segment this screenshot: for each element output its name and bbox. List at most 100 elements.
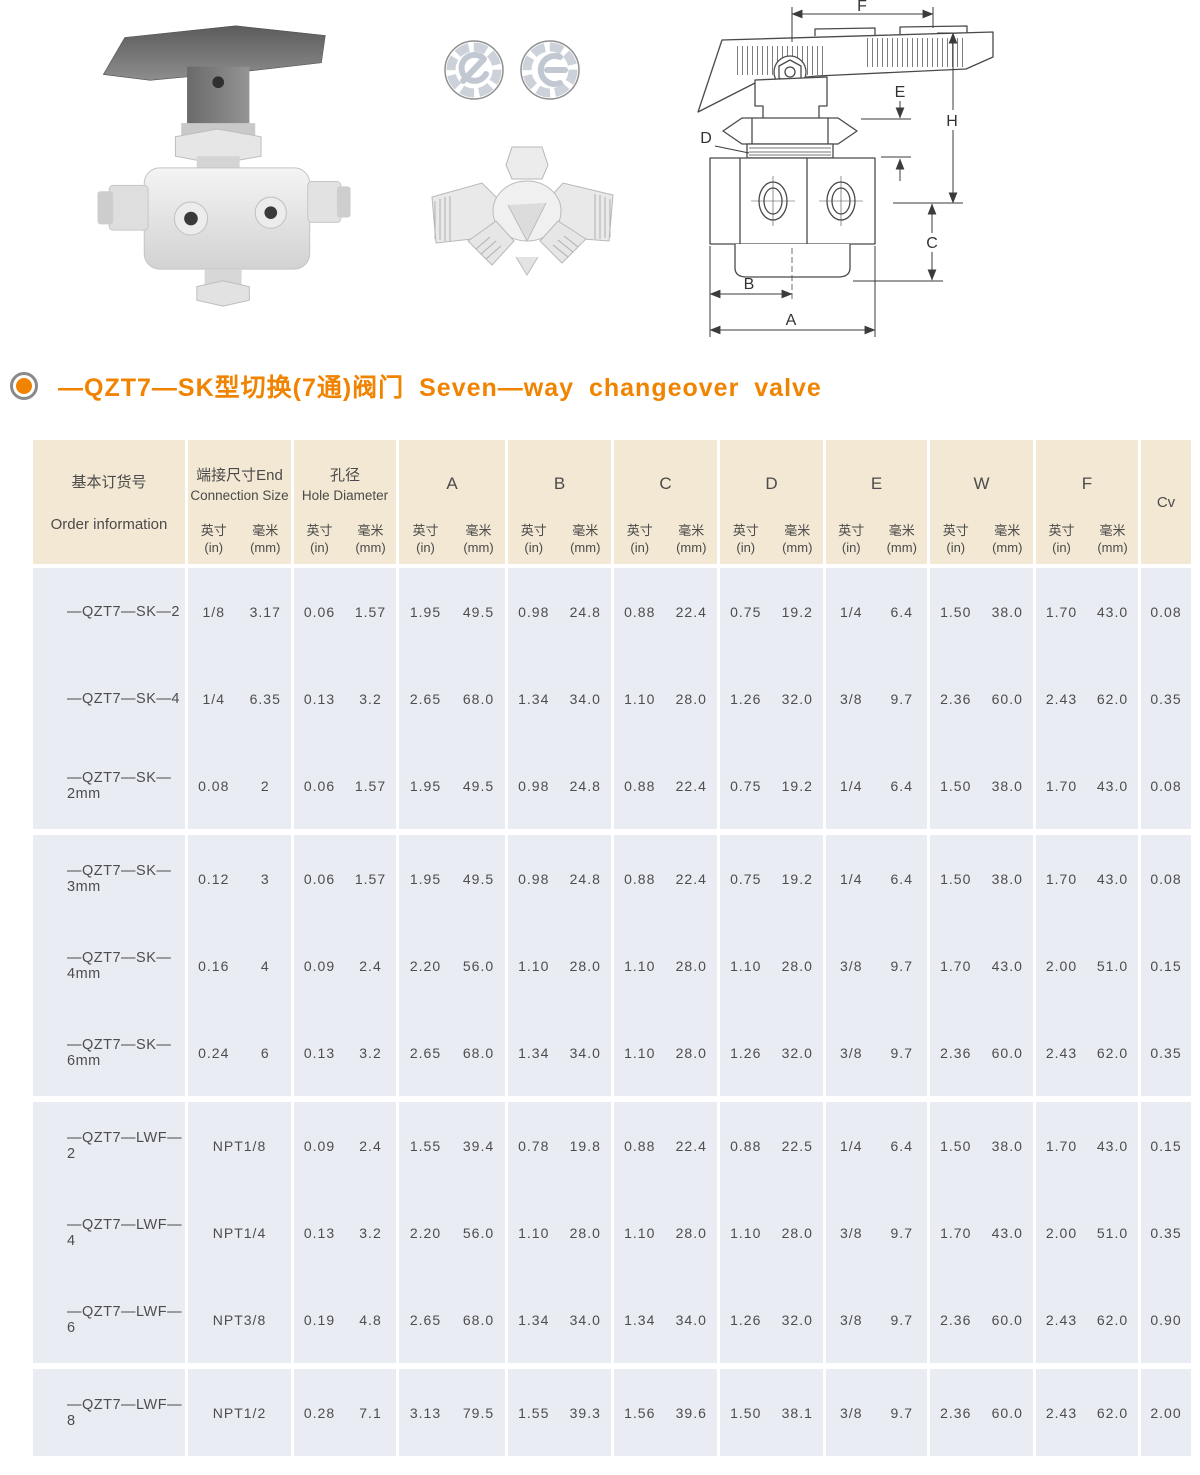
header-units: 英寸 (in) 毫米 (mm) (294, 523, 396, 564)
cell-dim-a: 2.65 68.0 (399, 1276, 505, 1363)
value-mm: 68.0 (462, 690, 495, 707)
value-mm: 6.35 (249, 690, 281, 707)
value-in: 2.00 (1045, 1224, 1078, 1241)
header-letter: E (870, 473, 883, 493)
unit-label: 英寸 (in) (399, 523, 452, 557)
value-in: 3/8 (840, 1044, 863, 1061)
unit-label: 英寸 (in) (188, 523, 240, 557)
section-heading: —QZT7—SK型切换(7通)阀门 Seven—way changeover v… (0, 366, 1200, 406)
cell-dim-a: 1.95 49.5 (399, 742, 505, 829)
cell-dim-e: 3/8 9.7 (826, 1189, 927, 1276)
value-in: 1.26 (730, 1311, 762, 1328)
cell-dim-a: 1.55 39.4 (399, 1102, 505, 1189)
flow-path-diagram-1 (444, 40, 504, 100)
unit-zh: 毫米 (888, 523, 915, 539)
unit-en: (mm) (1097, 540, 1128, 556)
value-in: 0.88 (624, 777, 656, 794)
unit-en: (mm) (992, 540, 1023, 556)
value-in: 1.95 (409, 777, 442, 794)
unit-zh: 毫米 (465, 523, 492, 539)
cell-dim-d: 1.26 32.0 (720, 1276, 823, 1363)
cell-dim-w: 1.50 38.0 (930, 835, 1033, 922)
value-cv: 2.00 (1150, 1404, 1182, 1421)
header-group-title: W (930, 440, 1033, 523)
header-order-zh: 基本订货号 (71, 474, 147, 491)
header-zh: 孔径 (329, 467, 360, 485)
value-mm: 1.57 (354, 870, 387, 887)
value-mm: 3.2 (359, 1044, 382, 1061)
header-cv: Cv (1141, 440, 1191, 564)
cell-dim-d: 0.75 19.2 (720, 568, 823, 655)
value-in: 1.10 (730, 957, 762, 974)
header-units: 英寸 (in) 毫米 (mm) (720, 523, 823, 564)
value-in: 2.20 (409, 1224, 442, 1241)
value-mm: 3.17 (249, 603, 281, 620)
unit-zh: 英寸 (942, 523, 969, 539)
value-in: 1.10 (730, 1224, 762, 1241)
unit-zh: 英寸 (732, 523, 759, 539)
cell-hole-diameter: 0.13 3.2 (294, 1189, 396, 1276)
value-mm: 28.0 (675, 690, 707, 707)
value-mm: 68.0 (462, 1311, 495, 1328)
value-in: 1.55 (518, 1404, 550, 1421)
value-mm: 34.0 (569, 1044, 601, 1061)
table-row: —QZT7—SK—4mm 0.16 4 0.09 2.4 2.20 56.0 1.10 28.0… (33, 922, 1191, 1009)
cell-dim-d: 0.88 22.5 (720, 1102, 823, 1189)
header-group-title: 端接尺寸End Connection Size (188, 440, 291, 523)
value-in: 1.26 (730, 690, 762, 707)
cell-cv: 0.35 (1141, 1189, 1191, 1276)
cell-connection-size: NPT3/8 (188, 1276, 291, 1363)
value-mm: 19.2 (781, 870, 813, 887)
cell-cv: 0.08 (1141, 742, 1191, 829)
value-mm: 9.7 (890, 1311, 913, 1328)
value-mm: 28.0 (675, 1224, 707, 1241)
header-en: Connection Size (190, 488, 289, 504)
dim-label-c: C (926, 235, 938, 252)
value-in: 1/4 (840, 1137, 863, 1154)
table-row: —QZT7—LWF—4 NPT1/4 0.13 3.2 2.20 56.0 1.10 28.0… (33, 1189, 1191, 1276)
value-mm: 43.0 (1096, 1137, 1129, 1154)
value-in: 1.34 (624, 1311, 656, 1328)
cell-dim-a: 1.95 49.5 (399, 835, 505, 922)
cell-dim-d: 1.50 38.1 (720, 1369, 823, 1456)
value-in: 0.09 (303, 957, 336, 974)
cell-hole-diameter: 0.09 2.4 (294, 1102, 396, 1189)
value-mm: 9.7 (890, 1404, 913, 1421)
value-in: 3/8 (840, 1404, 863, 1421)
value-mm: 6.4 (890, 1137, 913, 1154)
header-group-title: B (508, 440, 611, 523)
header-group-dim-c: C 英寸 (in) 毫米 (mm) (614, 440, 717, 564)
unit-zh: 毫米 (572, 523, 599, 539)
value-mm: 60.0 (991, 690, 1023, 707)
value-in: 1.50 (730, 1404, 762, 1421)
value-in: 3/8 (840, 957, 863, 974)
value-mm: 56.0 (462, 1224, 495, 1241)
cell-dim-w: 1.50 38.0 (930, 1102, 1033, 1189)
value-in: 1.34 (518, 690, 550, 707)
value-mm: 3 (260, 870, 270, 887)
value-mm: 22.5 (781, 1137, 813, 1154)
value-in: 0.88 (624, 1137, 656, 1154)
unit-label: 毫米 (mm) (666, 523, 718, 557)
value-in: 1.50 (940, 777, 972, 794)
cell-dim-a: 2.20 56.0 (399, 922, 505, 1009)
unit-label: 毫米 (mm) (1087, 523, 1138, 557)
value-in: 1.10 (624, 1224, 656, 1241)
value-in: 0.24 (198, 1044, 230, 1061)
value-in: 3/8 (840, 1311, 863, 1328)
value-mm: 62.0 (1096, 1404, 1129, 1421)
cell-dim-w: 1.70 43.0 (930, 1189, 1033, 1276)
cell-hole-diameter: 0.28 7.1 (294, 1369, 396, 1456)
unit-zh: 毫米 (252, 523, 279, 539)
cell-dim-a: 1.95 49.5 (399, 568, 505, 655)
unit-label: 毫米 (mm) (345, 523, 396, 557)
value-in: 1.70 (1045, 1137, 1078, 1154)
value-mm: 38.1 (781, 1404, 813, 1421)
value-cv: 0.35 (1150, 1224, 1182, 1241)
cell-dim-d: 0.75 19.2 (720, 742, 823, 829)
dim-label-h: H (946, 113, 958, 130)
unit-label: 英寸 (in) (720, 523, 772, 557)
unit-zh: 毫米 (1099, 523, 1126, 539)
unit-en: (in) (946, 540, 966, 556)
value-in: 1.95 (409, 603, 442, 620)
